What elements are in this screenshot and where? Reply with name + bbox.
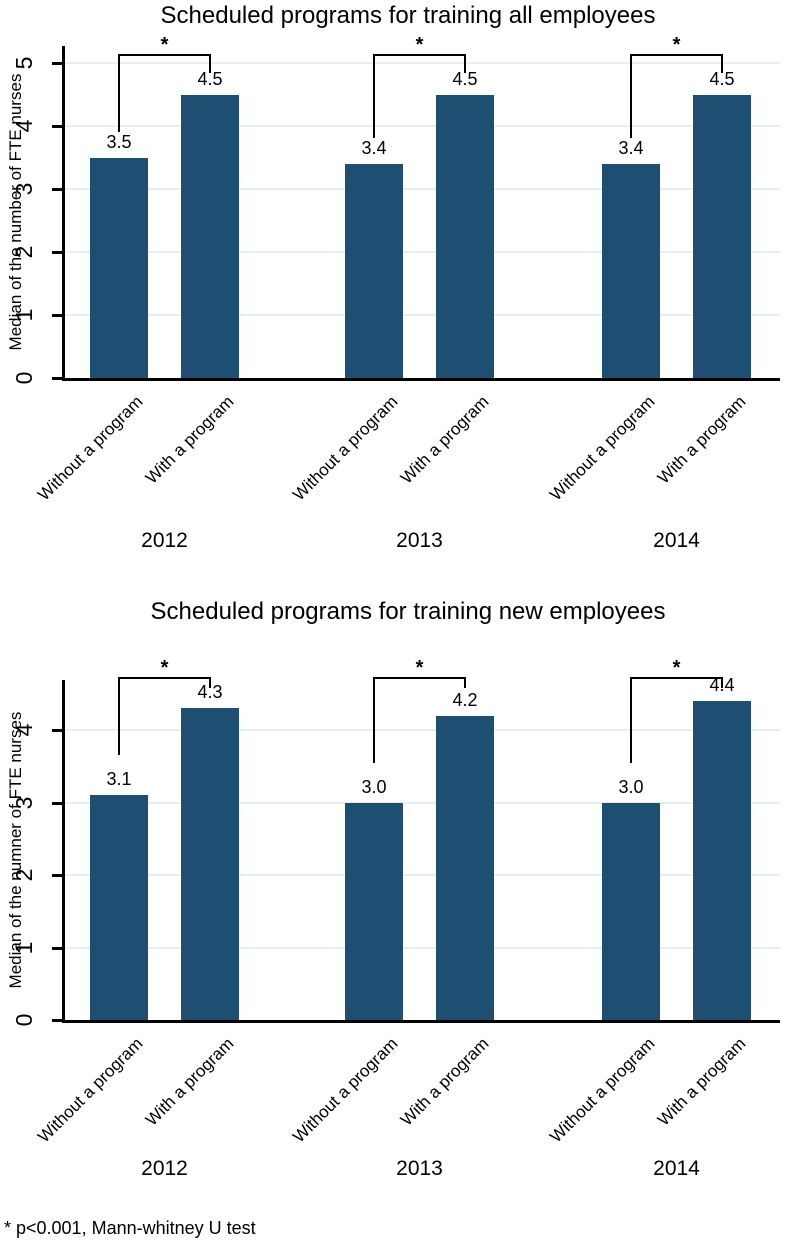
significance-bracket-top [118, 677, 211, 679]
year-label: 2014 [653, 1157, 700, 1180]
bar-value-label: 4.5 [709, 68, 735, 89]
significance-bracket-top [630, 677, 723, 679]
y-axis-line [62, 680, 65, 1023]
y-tick-mark [52, 1019, 62, 1022]
y-tick-label: 0 [10, 1013, 37, 1027]
y-tick-mark [52, 874, 62, 877]
bar-value-label: 3.0 [361, 776, 387, 797]
bar-value-label: 3.5 [106, 131, 132, 152]
significance-bracket-left [630, 677, 632, 763]
gridline [65, 946, 780, 949]
significance-star: * [672, 34, 681, 56]
year-label: 2012 [141, 529, 188, 552]
x-axis-line [62, 378, 780, 381]
chart-title: Scheduled programs for training all empl… [160, 2, 656, 29]
y-tick-label: 1 [10, 941, 37, 954]
bar-value-label: 3.4 [361, 137, 387, 158]
significance-bracket-left [373, 54, 375, 138]
y-tick-mark [52, 314, 62, 317]
significance-star: * [415, 657, 424, 679]
significance-bracket-right [209, 677, 211, 688]
bar-value-label: 4.5 [197, 68, 223, 89]
gridline [65, 251, 780, 253]
bar [90, 795, 148, 1020]
significance-bracket-left [118, 54, 120, 132]
year-label: 2013 [396, 529, 443, 552]
significance-bracket-top [630, 54, 723, 56]
bar [602, 163, 660, 378]
significance-star: * [160, 34, 169, 56]
bar-value-label: 4.3 [197, 682, 223, 703]
gridline [65, 188, 780, 190]
significance-star: * [415, 34, 424, 56]
bar-value-label: 4.2 [452, 689, 478, 710]
bar [436, 94, 494, 378]
significance-star: * [160, 657, 169, 679]
y-tick-mark [52, 251, 62, 254]
significance-bracket-right [464, 677, 466, 688]
y-tick-mark [52, 62, 62, 65]
x-axis-line [62, 1020, 780, 1023]
y-tick-label: 3 [10, 796, 37, 809]
y-tick-label: 4 [10, 723, 37, 737]
significance-bracket-top [373, 677, 466, 679]
significance-star: * [672, 657, 681, 679]
gridline [65, 62, 780, 64]
year-label: 2013 [396, 1157, 443, 1180]
significance-bracket-left [373, 677, 375, 763]
bar-value-label: 3.4 [618, 137, 644, 158]
significance-bracket-right [721, 54, 723, 73]
bar [181, 94, 239, 378]
y-tick-mark [52, 377, 62, 380]
y-tick-mark [52, 188, 62, 191]
gridline [65, 125, 780, 127]
bar-value-label: 3.1 [106, 769, 132, 790]
bar [436, 715, 494, 1020]
bar [693, 701, 751, 1020]
bar [602, 802, 660, 1020]
year-label: 2012 [141, 1157, 188, 1180]
y-tick-mark [52, 125, 62, 128]
gridline [65, 729, 780, 731]
chart-title: Scheduled programs for training new empl… [150, 598, 666, 625]
gridline [65, 314, 780, 316]
significance-footnote: * p<0.001, Mann-whitney U test [4, 1218, 256, 1238]
gridline [65, 874, 780, 876]
significance-bracket-top [118, 54, 211, 56]
bar [181, 708, 239, 1020]
y-tick-mark [52, 729, 62, 732]
bar [693, 94, 751, 378]
significance-bracket-right [721, 677, 723, 688]
significance-bracket-left [630, 54, 632, 138]
significance-bracket-right [464, 54, 466, 73]
gridline [65, 801, 780, 804]
bar-value-label: 4.5 [452, 68, 478, 89]
y-axis-line [62, 46, 65, 381]
significance-bracket-right [209, 54, 211, 73]
y-tick-label: 2 [10, 868, 37, 882]
significance-bracket-left [118, 677, 120, 756]
bar [345, 802, 403, 1020]
bar [90, 157, 148, 378]
bar [345, 163, 403, 378]
y-tick-mark [52, 946, 62, 950]
year-label: 2014 [653, 529, 700, 552]
bar-value-label: 3.0 [618, 776, 644, 797]
significance-bracket-top [373, 54, 466, 56]
y-tick-mark [52, 801, 62, 805]
